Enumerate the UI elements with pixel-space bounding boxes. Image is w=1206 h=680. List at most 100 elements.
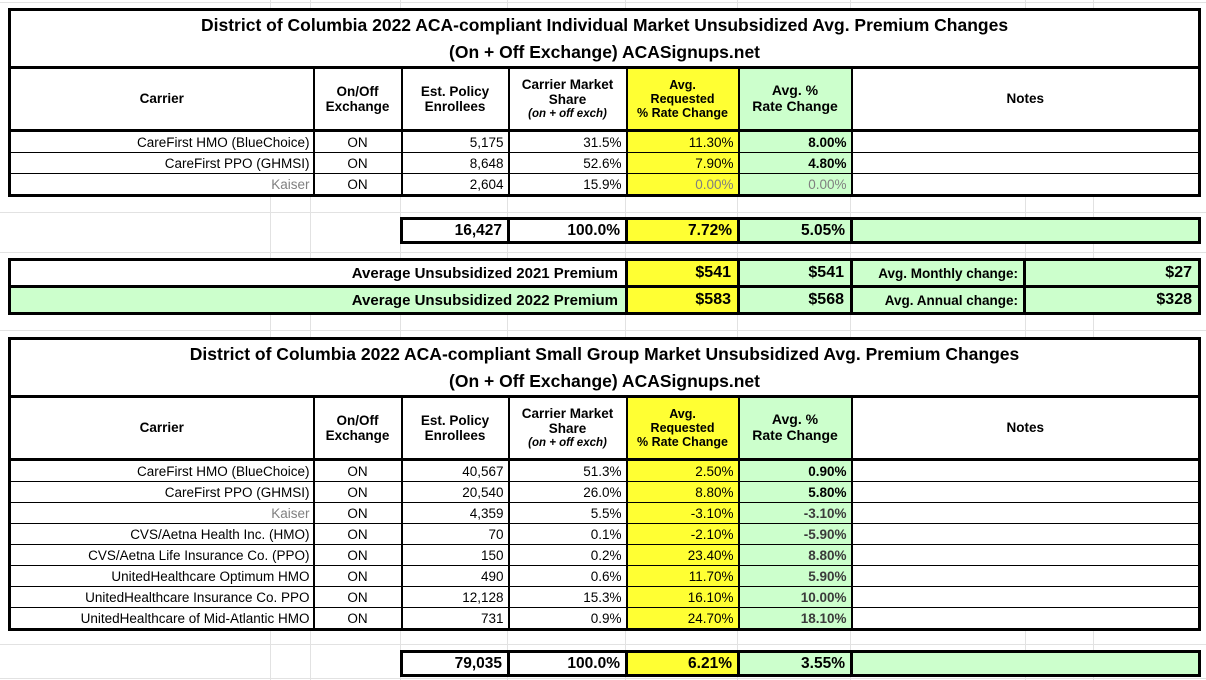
header-line: % Rate Change (637, 106, 728, 121)
table-row: District of Columbia 2022 ACA-compliant … (8, 337, 1201, 398)
cell-enrollees: 12,128 (400, 586, 510, 608)
monthly-change-value: $27 (1023, 258, 1201, 288)
cell-requested: 24.70% (625, 607, 740, 630)
cell-share: 51.3% (507, 459, 628, 482)
header-requested-rate: Avg. Requested % Rate Change (625, 395, 740, 461)
cell-share: 31.5% (507, 130, 628, 153)
title-line-1: District of Columbia 2022 ACA-compliant … (200, 15, 1009, 36)
cell-requested: 0.00% (625, 173, 740, 196)
cell-notes (850, 173, 1201, 196)
cell-approved: -5.90% (737, 523, 853, 545)
cell-enrollees: 2,604 (400, 173, 510, 196)
cell-carrier: Kaiser (8, 173, 315, 196)
cell-share: 0.2% (507, 544, 628, 566)
cell-notes (850, 607, 1201, 630)
individual-market-totals: 16,427 100.0% 7.72% 5.05% (400, 217, 1201, 244)
small-group-market-totals: 79,035 100.0% 6.21% 3.55% (400, 650, 1201, 677)
summary-label-2021: Average Unsubsidized 2021 Premium (8, 258, 628, 288)
title-line-1: District of Columbia 2022 ACA-compliant … (189, 344, 1020, 365)
cell-approved: 8.00% (737, 130, 853, 153)
header-line: Carrier Market (521, 406, 614, 422)
header-notes: Notes (850, 395, 1201, 461)
cell-carrier: Kaiser (8, 502, 315, 524)
table-row: Average Unsubsidized 2022 Premium $583 $… (8, 285, 1201, 315)
header-carrier: Carrier (8, 395, 315, 461)
cell-approved: -3.10% (737, 502, 853, 524)
cell-approved: 10.00% (737, 586, 853, 608)
total-approved: 3.55% (737, 650, 853, 677)
cell-requested: 11.70% (625, 565, 740, 587)
cell-exchange: ON (312, 481, 403, 503)
header-line: Rate Change (752, 98, 838, 114)
summary-2021-approved: $541 (737, 258, 853, 288)
cell-share: 0.6% (507, 565, 628, 587)
header-line: Rate Change (752, 427, 838, 443)
cell-share: 5.5% (507, 502, 628, 524)
gridline (0, 330, 1206, 331)
header-line: % Rate Change (637, 435, 728, 450)
header-line: Exchange (325, 428, 390, 443)
total-requested: 6.21% (625, 650, 740, 677)
cell-requested: -2.10% (625, 523, 740, 545)
cell-exchange: ON (312, 607, 403, 630)
cell-exchange: ON (312, 544, 403, 566)
cell-requested: 8.80% (625, 481, 740, 503)
header-line: Share (548, 421, 587, 437)
header-line: On/Off (336, 412, 379, 428)
gridline (0, 252, 1206, 253)
table-title: District of Columbia 2022 ACA-compliant … (8, 337, 1201, 398)
summary-2021-requested: $541 (625, 258, 740, 288)
cell-approved: 0.90% (737, 459, 853, 482)
header-carrier: Carrier (8, 66, 315, 132)
cell-approved: 5.90% (737, 565, 853, 587)
cell-carrier: UnitedHealthcare of Mid-Atlantic HMO (8, 607, 315, 630)
individual-market-table: District of Columbia 2022 ACA-compliant … (8, 8, 1202, 197)
header-requested-rate: Avg. Requested % Rate Change (625, 66, 740, 132)
header-notes: Notes (850, 66, 1201, 132)
table-row: Average Unsubsidized 2021 Premium $541 $… (8, 258, 1201, 288)
header-line: On/Off (336, 83, 379, 99)
cell-approved: 0.00% (737, 173, 853, 196)
total-enrollees: 79,035 (400, 650, 510, 677)
header-line: Enrollees (424, 99, 486, 114)
monthly-change-label: Avg. Monthly change: (850, 258, 1026, 288)
summary-label-2022: Average Unsubsidized 2022 Premium (8, 285, 628, 315)
cell-approved: 18.10% (737, 607, 853, 630)
cell-carrier: CVS/Aetna Life Insurance Co. (PPO) (8, 544, 315, 566)
annual-change-label: Avg. Annual change: (850, 285, 1026, 315)
header-market-share: Carrier Market Share (on + off exch) (507, 395, 628, 461)
cell-notes (850, 130, 1201, 153)
header-line: Avg. % (771, 411, 819, 428)
cell-notes (850, 502, 1201, 524)
header-enrollees: Est. Policy Enrollees (400, 66, 510, 132)
summary-2022-approved: $568 (737, 285, 853, 315)
cell-enrollees: 70 (400, 523, 510, 545)
cell-share: 15.9% (507, 173, 628, 196)
cell-notes (850, 586, 1201, 608)
header-note: (on + off exch) (528, 436, 607, 449)
header-market-share: Carrier Market Share (on + off exch) (507, 66, 628, 132)
small-group-market-table: District of Columbia 2022 ACA-compliant … (8, 337, 1202, 631)
cell-requested: 2.50% (625, 459, 740, 482)
cell-exchange: ON (312, 152, 403, 174)
cell-notes (850, 565, 1201, 587)
table-row: Carrier On/Off Exchange Est. Policy Enro… (8, 66, 1201, 132)
cell-carrier: CareFirst HMO (BlueChoice) (8, 130, 315, 153)
total-notes (850, 650, 1201, 677)
header-line: Requested (650, 420, 715, 435)
table-row: Kaiser ON 4,359 5.5% -3.10% -3.10% (8, 502, 1201, 524)
gridline (0, 2, 1206, 3)
cell-requested: -3.10% (625, 502, 740, 524)
table-title: District of Columbia 2022 ACA-compliant … (8, 8, 1201, 69)
header-approved-rate: Avg. % Rate Change (737, 66, 853, 132)
header-exchange: On/Off Exchange (312, 66, 403, 132)
total-share: 100.0% (507, 650, 628, 677)
gridline (0, 644, 1206, 645)
header-approved-rate: Avg. % Rate Change (737, 395, 853, 461)
cell-notes (850, 152, 1201, 174)
cell-exchange: ON (312, 502, 403, 524)
gridline (0, 212, 1206, 213)
gridline (0, 678, 1206, 679)
table-row: UnitedHealthcare Optimum HMO ON 490 0.6%… (8, 565, 1201, 587)
cell-share: 26.0% (507, 481, 628, 503)
